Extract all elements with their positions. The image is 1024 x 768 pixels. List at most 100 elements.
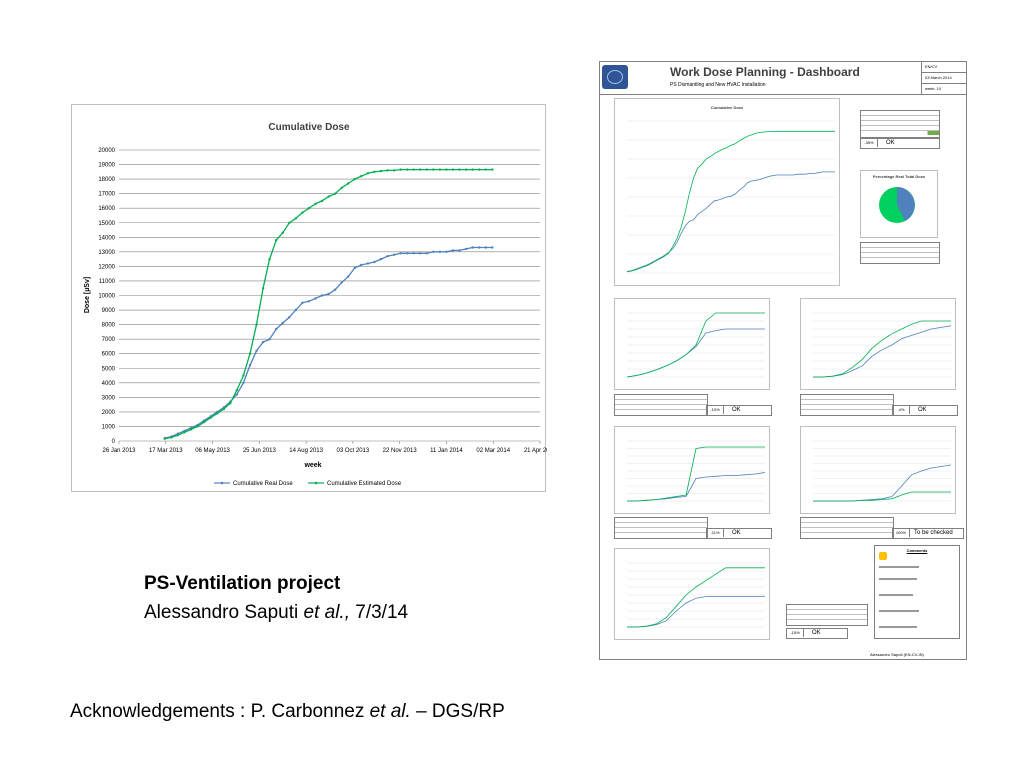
data-point-real bbox=[366, 262, 370, 265]
y-tick-label: 19000 bbox=[98, 163, 115, 169]
dashboard-comments: Comments bbox=[874, 545, 960, 639]
data-point-estimated bbox=[196, 425, 199, 428]
data-point-real bbox=[406, 252, 409, 255]
mini-series-line bbox=[627, 446, 765, 502]
data-point-real bbox=[307, 300, 311, 303]
data-point-real bbox=[281, 321, 284, 325]
data-point-estimated bbox=[484, 168, 487, 171]
y-tick-label: 5000 bbox=[102, 366, 116, 372]
dashboard-panel-1-table bbox=[614, 394, 708, 416]
y-tick-label: 10000 bbox=[98, 294, 115, 300]
data-point-estimated bbox=[406, 168, 409, 171]
panel-2-pct: -4% bbox=[893, 406, 910, 414]
data-point-real bbox=[347, 275, 350, 278]
dashboard-main-chart-title: Cumulative Dose bbox=[710, 105, 744, 110]
series-line-estimated bbox=[164, 168, 493, 440]
comment-icon bbox=[879, 552, 887, 560]
x-tick-label: 06 May 2013 bbox=[195, 448, 230, 454]
dashboard-panel-3-status: -11% OK bbox=[706, 528, 772, 539]
dashboard-meta: EN/CV 03 March 2014 week: 10 bbox=[921, 62, 966, 94]
data-point-real bbox=[445, 250, 448, 253]
dashboard-panel-3-table bbox=[614, 517, 708, 539]
mini-series-line bbox=[627, 596, 765, 628]
y-tick-label: 13000 bbox=[98, 250, 115, 256]
data-point-estimated bbox=[438, 168, 442, 171]
data-point-estimated bbox=[242, 374, 245, 377]
data-point-estimated bbox=[170, 436, 173, 439]
y-tick-label: 4000 bbox=[102, 381, 116, 387]
y-tick-label: 20000 bbox=[98, 148, 115, 154]
data-point-estimated bbox=[353, 177, 356, 181]
dashboard-pie-title: Percentage Real Total Dose bbox=[872, 174, 926, 179]
data-point-estimated bbox=[464, 168, 468, 171]
cumulative-dose-chart-svg: Cumulative Dose 0 1000 2000 3000 4000 5000 600… bbox=[84, 122, 547, 487]
authors-name: Alessandro Saputi bbox=[144, 602, 304, 623]
data-point-real bbox=[464, 247, 468, 251]
x-tick-label: 17 Mar 2013 bbox=[149, 448, 183, 454]
data-point-real bbox=[248, 364, 252, 367]
data-point-estimated bbox=[288, 221, 291, 224]
data-point-real bbox=[235, 393, 239, 396]
data-point-estimated bbox=[183, 431, 186, 434]
data-point-estimated bbox=[347, 182, 350, 185]
x-tick-label: 26 Jan 2013 bbox=[102, 448, 136, 454]
data-point-estimated bbox=[163, 437, 166, 440]
data-point-real bbox=[327, 292, 330, 296]
data-point-real bbox=[419, 252, 422, 255]
pie-real-slice bbox=[897, 187, 915, 221]
data-point-estimated bbox=[445, 168, 448, 171]
dashboard-panel-2-table bbox=[800, 394, 894, 416]
x-tick-label: 21 Apr 2014 bbox=[524, 448, 547, 454]
panel-1-ok: OK bbox=[732, 407, 741, 413]
data-point-real bbox=[412, 252, 415, 255]
panel-2-svg bbox=[813, 312, 952, 378]
y-tick-label: 7000 bbox=[102, 337, 116, 343]
dashboard-main-chart: Cumulative Dose bbox=[614, 98, 840, 286]
series-line-real bbox=[164, 246, 493, 439]
data-point-estimated bbox=[425, 168, 428, 171]
data-point-real bbox=[301, 301, 304, 304]
data-point-real bbox=[438, 250, 442, 253]
y-tick-label: 8000 bbox=[102, 323, 116, 329]
data-point-estimated bbox=[327, 195, 330, 198]
dashboard-header: Work Dose Planning - Dashboard PS Disman… bbox=[600, 62, 966, 95]
chart-title: Cumulative Dose bbox=[268, 122, 350, 133]
y-tick-label: 15000 bbox=[98, 221, 115, 227]
data-point-estimated bbox=[209, 416, 212, 419]
legend-real-marker bbox=[220, 481, 224, 485]
data-point-real bbox=[261, 340, 265, 344]
ack-prefix: Acknowledgements : P. Carbonnez bbox=[70, 701, 370, 722]
data-point-estimated bbox=[314, 202, 317, 205]
mini-series-line bbox=[627, 567, 765, 628]
dashboard-thumbnail: Work Dose Planning - Dashboard PS Disman… bbox=[599, 61, 967, 660]
data-point-estimated bbox=[366, 172, 370, 175]
panel-3-pct: -11% bbox=[707, 529, 724, 537]
dashboard-title: Work Dose Planning - Dashboard bbox=[670, 65, 860, 79]
data-point-estimated bbox=[373, 170, 376, 173]
x-tick-label: 03 Oct 2013 bbox=[337, 448, 370, 454]
y-tick-label: 18000 bbox=[98, 177, 115, 183]
data-point-estimated bbox=[432, 168, 435, 171]
data-point-real bbox=[353, 266, 356, 270]
legend-real-label: Cumulative Real Dose bbox=[233, 481, 293, 487]
y-tick-label: 2000 bbox=[102, 410, 116, 416]
data-point-estimated bbox=[360, 175, 363, 178]
mini-series-line bbox=[626, 130, 835, 273]
panel-4-check: To be checked bbox=[914, 530, 953, 536]
dashboard-main-ok: OK bbox=[886, 140, 895, 146]
dashboard-meta-date: 03 March 2014 bbox=[922, 73, 966, 84]
cern-logo-icon bbox=[602, 65, 628, 89]
data-point-real bbox=[451, 249, 455, 252]
dashboard-footer: Alessandro Saputi (EN-CV-IN) bbox=[870, 652, 924, 657]
y-tick-label: 16000 bbox=[98, 206, 115, 212]
project-authors: Alessandro Saputi et al., 7/3/14 bbox=[144, 602, 408, 624]
data-point-estimated bbox=[392, 169, 396, 172]
dashboard-panel-4-status: 100% To be checked bbox=[892, 528, 964, 539]
data-point-estimated bbox=[268, 257, 271, 261]
dashboard-panel-1-status: -10% OK bbox=[706, 405, 772, 416]
data-point-estimated bbox=[216, 412, 219, 415]
x-tick-label: 14 Aug 2013 bbox=[289, 448, 323, 454]
mini-series-line bbox=[813, 325, 952, 378]
y-tick-label: 9000 bbox=[102, 308, 116, 314]
panel-5-ok: OK bbox=[812, 630, 821, 636]
